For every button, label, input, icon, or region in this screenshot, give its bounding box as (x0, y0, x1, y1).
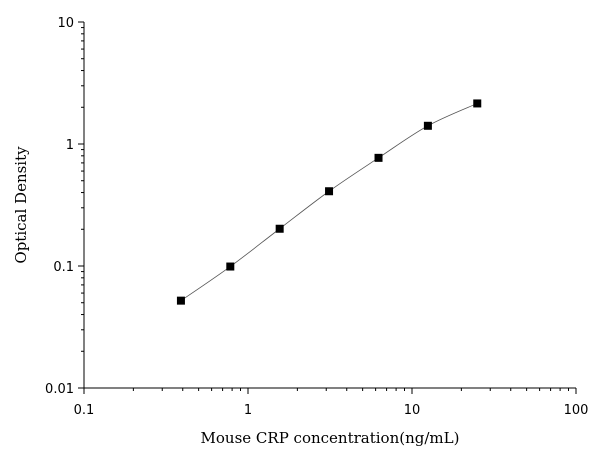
data-point (423, 121, 432, 130)
x-axis-tick-labels: 0.1 1 10 100 (74, 403, 589, 418)
y-tick-label: 10 (57, 16, 74, 31)
y-tick-label: 1 (66, 138, 74, 153)
fit-curve (180, 103, 478, 301)
plot-frame (83, 22, 576, 389)
data-point (176, 296, 185, 305)
y-axis-tick-labels: 0.01 0.1 1 10 (45, 16, 74, 397)
data-point (226, 262, 235, 271)
data-point (275, 224, 284, 233)
data-point (473, 99, 482, 108)
data-point (374, 153, 383, 162)
y-tick-label: 0.1 (53, 260, 74, 275)
x-tick-label: 100 (564, 403, 589, 418)
x-tick-label: 1 (244, 403, 252, 418)
x-axis-title: Mouse CRP concentration(ng/mL) (201, 429, 460, 447)
y-axis-title: Optical Density (12, 146, 30, 264)
data-point (325, 187, 334, 196)
data-markers (176, 99, 482, 305)
y-tick-label: 0.01 (45, 382, 74, 397)
y-axis-ticks (78, 21, 84, 389)
x-axis-ticks (83, 388, 577, 394)
x-tick-label: 10 (404, 403, 421, 418)
x-tick-label: 0.1 (74, 403, 95, 418)
